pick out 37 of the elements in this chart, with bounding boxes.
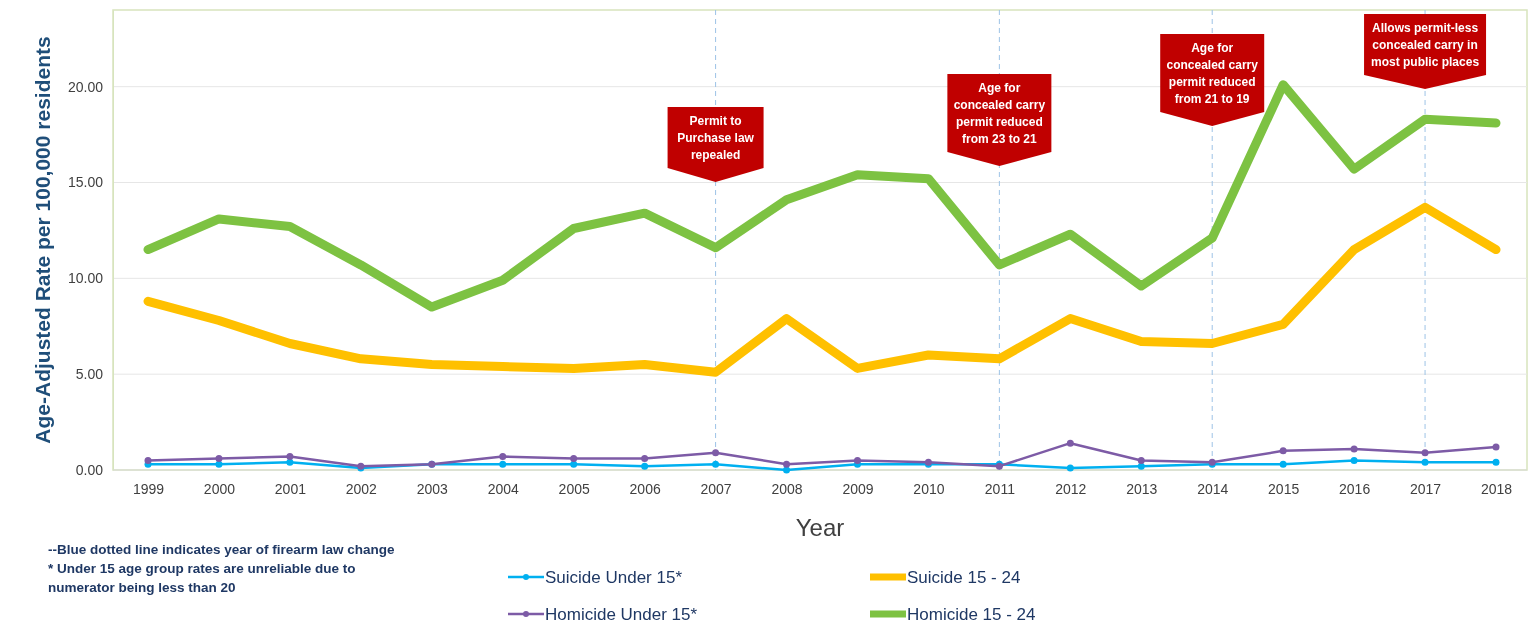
y-tick-label: 0.00 <box>75 461 104 478</box>
ref-line-label: Age for concealed carry permit reduced from 23 to 21 <box>953 81 1046 146</box>
ref-line-label: Permit to Purchase law repealed <box>677 114 755 162</box>
x-tick-label: 2015 <box>1268 480 1300 497</box>
x-tick-label: 2018 <box>1480 480 1513 497</box>
x-tick-label: 2007 <box>700 480 732 497</box>
text: * Under 15 age group rates are unreliable due to numerator being less than 20 <box>48 561 356 595</box>
x-tick-label: 2003 <box>416 480 449 497</box>
x-tick-label: 2006 <box>629 480 661 497</box>
legend-label: Suicide 15 - 24 <box>907 568 1021 587</box>
x-tick-label: 2016 <box>1339 480 1371 497</box>
x-tick-label: 1999 <box>132 480 165 497</box>
x-tick-label: 2012 <box>1055 480 1087 497</box>
ref-line-label: Allows permit-less concealed carry in most public places <box>1371 21 1480 69</box>
y-tick-label: 10.00 <box>67 270 104 287</box>
x-tick-label: 2005 <box>558 480 590 497</box>
x-tick-label: 2017 <box>1409 480 1442 497</box>
y-tick-label: 5.00 <box>75 366 104 383</box>
x-tick-label: 2011 <box>984 480 1016 497</box>
x-axis-title: Year <box>795 514 845 541</box>
x-tick-label: 2014 <box>1197 480 1229 497</box>
y-axis-title: Age-Adjusted Rate per 100,000 residents <box>31 36 54 444</box>
x-tick-label: 2004 <box>487 480 520 497</box>
legend-label: Homicide Under 15* <box>545 605 698 624</box>
text: --Blue dotted line indicates year of firearm law change <box>48 542 396 557</box>
x-tick-label: 2009 <box>842 480 874 497</box>
x-tick-label: 2010 <box>913 480 945 497</box>
x-tick-label: 2008 <box>771 480 803 497</box>
y-tick-label: 15.00 <box>67 174 104 191</box>
x-tick-label: 2001 <box>274 480 307 497</box>
legend-label: Suicide Under 15* <box>545 568 683 587</box>
y-tick-label: 20.00 <box>67 78 104 95</box>
ref-line-label: Age for concealed carry permit reduced from 21 to 19 <box>1166 41 1259 106</box>
x-tick-label: 2000 <box>203 480 236 497</box>
x-tick-label: 2013 <box>1126 480 1158 497</box>
legend-label: Homicide 15 - 24 <box>907 605 1036 624</box>
x-tick-label: 2002 <box>345 480 378 497</box>
